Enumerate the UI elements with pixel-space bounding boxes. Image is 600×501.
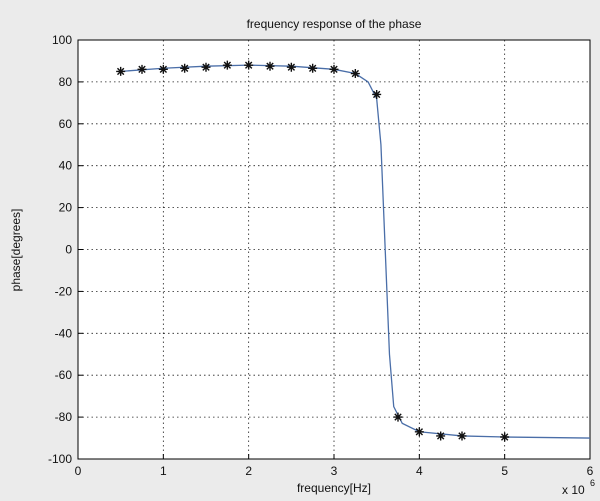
marker bbox=[180, 63, 190, 73]
y-tick-label: -60 bbox=[55, 368, 73, 382]
marker bbox=[222, 60, 232, 70]
y-tick-label: -100 bbox=[48, 452, 72, 466]
y-tick-label: 100 bbox=[52, 33, 72, 47]
x-tick-label: 6 bbox=[587, 464, 594, 478]
marker bbox=[244, 60, 254, 70]
line bbox=[120, 64, 591, 439]
y-tick-label: 80 bbox=[59, 75, 73, 89]
marker bbox=[308, 63, 318, 73]
x-tick-label: 4 bbox=[416, 464, 423, 478]
x-tick-label: 1 bbox=[160, 464, 167, 478]
marker bbox=[286, 62, 296, 72]
marker bbox=[201, 62, 211, 72]
marker bbox=[436, 431, 446, 441]
marker bbox=[414, 427, 424, 437]
x-scale-base: x 10 bbox=[562, 483, 585, 497]
plot-area bbox=[78, 40, 590, 459]
marker bbox=[116, 66, 126, 76]
y-tick-label: 40 bbox=[59, 159, 73, 173]
marker bbox=[137, 64, 147, 74]
y-tick-label: 20 bbox=[59, 201, 73, 215]
x-tick-label: 2 bbox=[245, 464, 252, 478]
marker bbox=[372, 89, 382, 99]
y-tick-label: 0 bbox=[65, 243, 72, 257]
marker bbox=[500, 432, 510, 442]
x-axis-label: frequency[Hz] bbox=[297, 481, 371, 495]
y-tick-label: -20 bbox=[55, 284, 73, 298]
y-tick-label: 60 bbox=[59, 117, 73, 131]
x-tick-label: 5 bbox=[501, 464, 508, 478]
marker bbox=[265, 61, 275, 71]
marker bbox=[329, 64, 339, 74]
marker bbox=[393, 412, 403, 422]
chart-title: frequency response of the phase bbox=[247, 17, 422, 31]
axes-box bbox=[77, 39, 591, 460]
y-tick-label: -80 bbox=[55, 410, 73, 424]
y-tick-label: -40 bbox=[55, 326, 73, 340]
marker bbox=[350, 69, 360, 79]
marker bbox=[158, 64, 168, 74]
x-tick-label: 3 bbox=[331, 464, 338, 478]
y-axis-label: phase[degrees] bbox=[9, 209, 23, 292]
marker bbox=[457, 431, 467, 441]
x-tick-label: 0 bbox=[75, 464, 82, 478]
x-scale-exponent: 6 bbox=[590, 478, 595, 488]
